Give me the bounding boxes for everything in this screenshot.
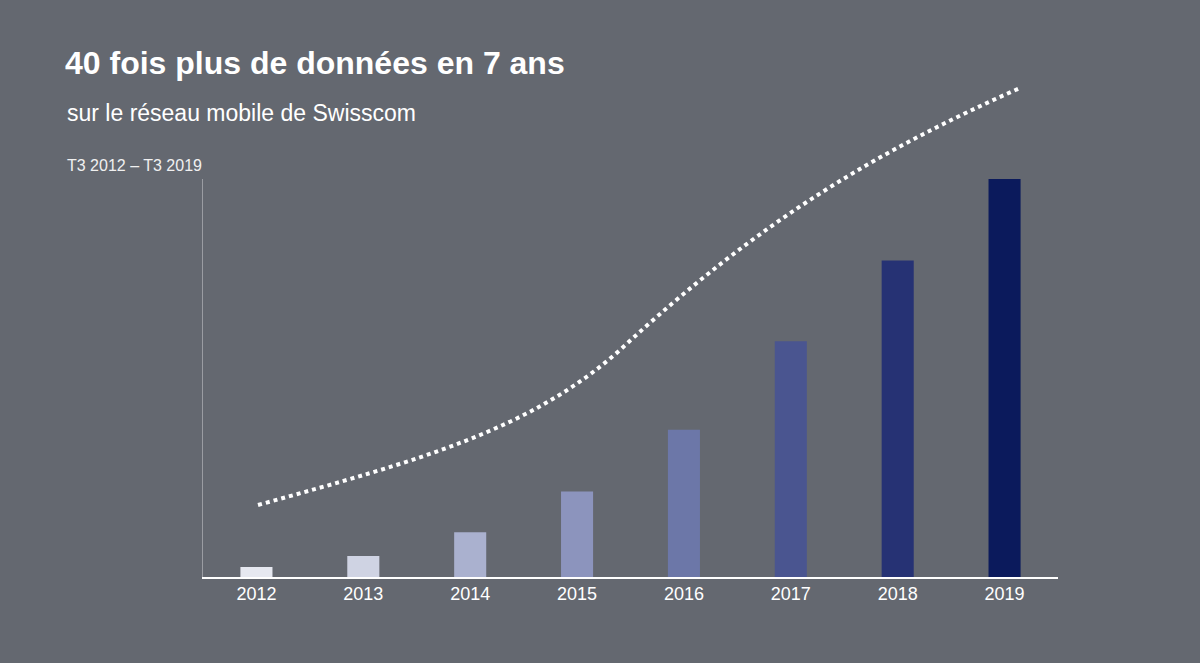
svg-text:2018: 2018 — [878, 584, 918, 604]
svg-text:2012: 2012 — [236, 584, 276, 604]
svg-text:2017: 2017 — [771, 584, 811, 604]
svg-text:2015: 2015 — [557, 584, 597, 604]
svg-text:T3 2012 – T3 2019: T3 2012 – T3 2019 — [67, 157, 202, 174]
svg-text:2019: 2019 — [985, 584, 1025, 604]
svg-text:sur le réseau mobile de Swissc: sur le réseau mobile de Swisscom — [67, 100, 416, 126]
svg-text:2013: 2013 — [343, 584, 383, 604]
svg-text:40 fois plus de données en 7 a: 40 fois plus de données en 7 ans — [65, 45, 565, 81]
svg-text:2016: 2016 — [664, 584, 704, 604]
svg-text:2014: 2014 — [450, 584, 490, 604]
